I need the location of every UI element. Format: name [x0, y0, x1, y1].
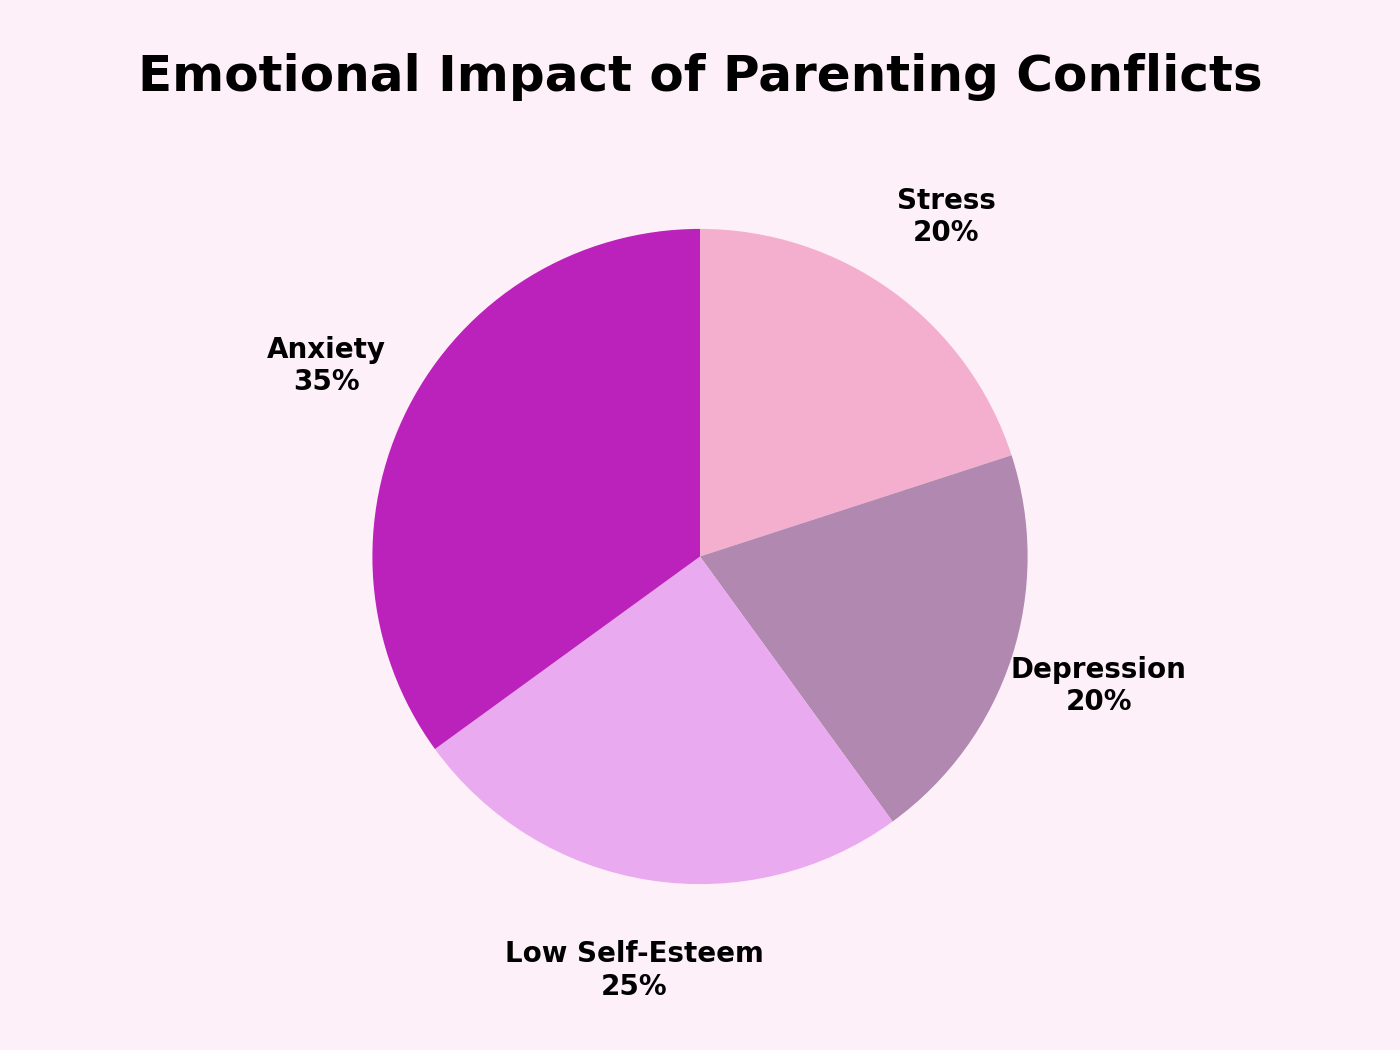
Wedge shape [700, 456, 1028, 821]
Text: Low Self-Esteem
25%: Low Self-Esteem 25% [505, 941, 764, 1001]
Wedge shape [435, 556, 893, 884]
Wedge shape [372, 229, 700, 749]
Text: Depression
20%: Depression 20% [1011, 656, 1187, 716]
Text: Stress
20%: Stress 20% [897, 187, 995, 248]
Text: Anxiety
35%: Anxiety 35% [267, 336, 386, 396]
Wedge shape [700, 229, 1012, 557]
Title: Emotional Impact of Parenting Conflicts: Emotional Impact of Parenting Conflicts [137, 54, 1263, 102]
